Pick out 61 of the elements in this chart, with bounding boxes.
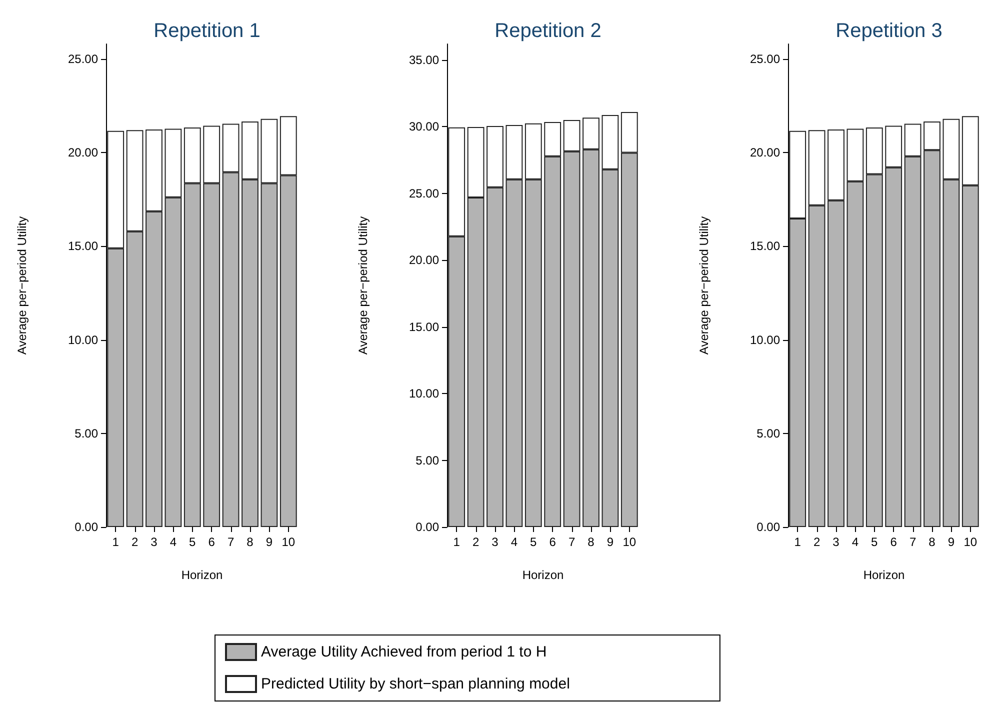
x-tick-label: 4 — [510, 535, 518, 549]
x-tick-label: 2 — [813, 535, 820, 549]
x-tick-label: 3 — [832, 535, 840, 549]
y-tick-label: 15.00 — [408, 320, 440, 334]
x-axis-title: Horizon — [863, 568, 905, 582]
y-tick-label: 25.00 — [68, 52, 98, 66]
x-tick-label: 1 — [453, 535, 460, 549]
y-tick-label: 5.00 — [756, 426, 780, 440]
y-tick-label: 0.00 — [74, 520, 98, 534]
chart-title: Repetition 1 — [154, 20, 260, 42]
x-tick-label: 5 — [871, 535, 878, 549]
x-tick-label: 6 — [549, 535, 556, 549]
x-tick-label: 2 — [472, 535, 480, 549]
chart-title: Repetition 3 — [836, 20, 942, 42]
x-tick-label: 10 — [282, 535, 296, 549]
x-axis-title: Horizon — [181, 568, 223, 582]
x-tick-label: 7 — [568, 535, 576, 549]
y-axis-title: Average per−period Utility — [697, 216, 711, 355]
x-tick-label: 7 — [227, 535, 234, 549]
y-tick-label: 15.00 — [750, 239, 780, 254]
y-tick-label: 10.00 — [750, 332, 780, 347]
x-tick-label: 10 — [964, 535, 978, 549]
y-axis-title: Average per−period Utility — [15, 216, 29, 355]
x-tick-label: 5 — [530, 535, 538, 549]
y-tick-label: 25.00 — [408, 186, 440, 200]
x-tick-label: 2 — [131, 535, 138, 549]
x-tick-label: 3 — [492, 535, 499, 549]
x-tick-label: 9 — [948, 535, 955, 549]
x-tick-label: 6 — [890, 535, 898, 549]
y-tick-label: 20.00 — [408, 253, 440, 268]
chart-title: Repetition 2 — [494, 20, 602, 42]
y-tick-label: 30.00 — [408, 120, 440, 134]
y-tick-label: 0.00 — [416, 520, 440, 534]
y-tick-label: 5.00 — [74, 426, 98, 440]
y-tick-label: 10.00 — [68, 332, 98, 347]
x-tick-label: 6 — [208, 535, 216, 549]
x-tick-label: 1 — [112, 535, 120, 549]
y-tick-label: 15.00 — [68, 239, 98, 254]
x-tick-label: 4 — [170, 535, 177, 549]
x-tick-label: 8 — [246, 535, 254, 549]
x-tick-label: 1 — [794, 535, 802, 549]
legend-label: Average Utility Achieved from period 1 to H — [261, 644, 547, 660]
x-tick-label: 3 — [150, 535, 158, 549]
y-tick-label: 20.00 — [750, 146, 780, 160]
x-axis-title: Horizon — [522, 568, 564, 582]
y-axis-title: Average per−period Utility — [356, 216, 370, 355]
x-tick-label: 10 — [622, 535, 636, 549]
y-tick-label: 5.00 — [416, 453, 440, 468]
legend-label: Predicted Utility by short−span planning model — [261, 676, 570, 692]
y-tick-label: 35.00 — [408, 53, 440, 68]
x-tick-label: 5 — [189, 535, 196, 549]
x-tick-label: 9 — [266, 535, 273, 549]
x-tick-label: 8 — [928, 535, 936, 549]
x-tick-label: 9 — [606, 535, 614, 549]
x-tick-label: 8 — [588, 535, 595, 549]
y-tick-label: 20.00 — [68, 146, 98, 160]
y-tick-label: 10.00 — [408, 386, 440, 401]
y-tick-label: 0.00 — [756, 520, 780, 534]
y-tick-label: 25.00 — [750, 52, 780, 66]
x-tick-label: 4 — [852, 535, 859, 549]
x-tick-label: 7 — [909, 535, 916, 549]
